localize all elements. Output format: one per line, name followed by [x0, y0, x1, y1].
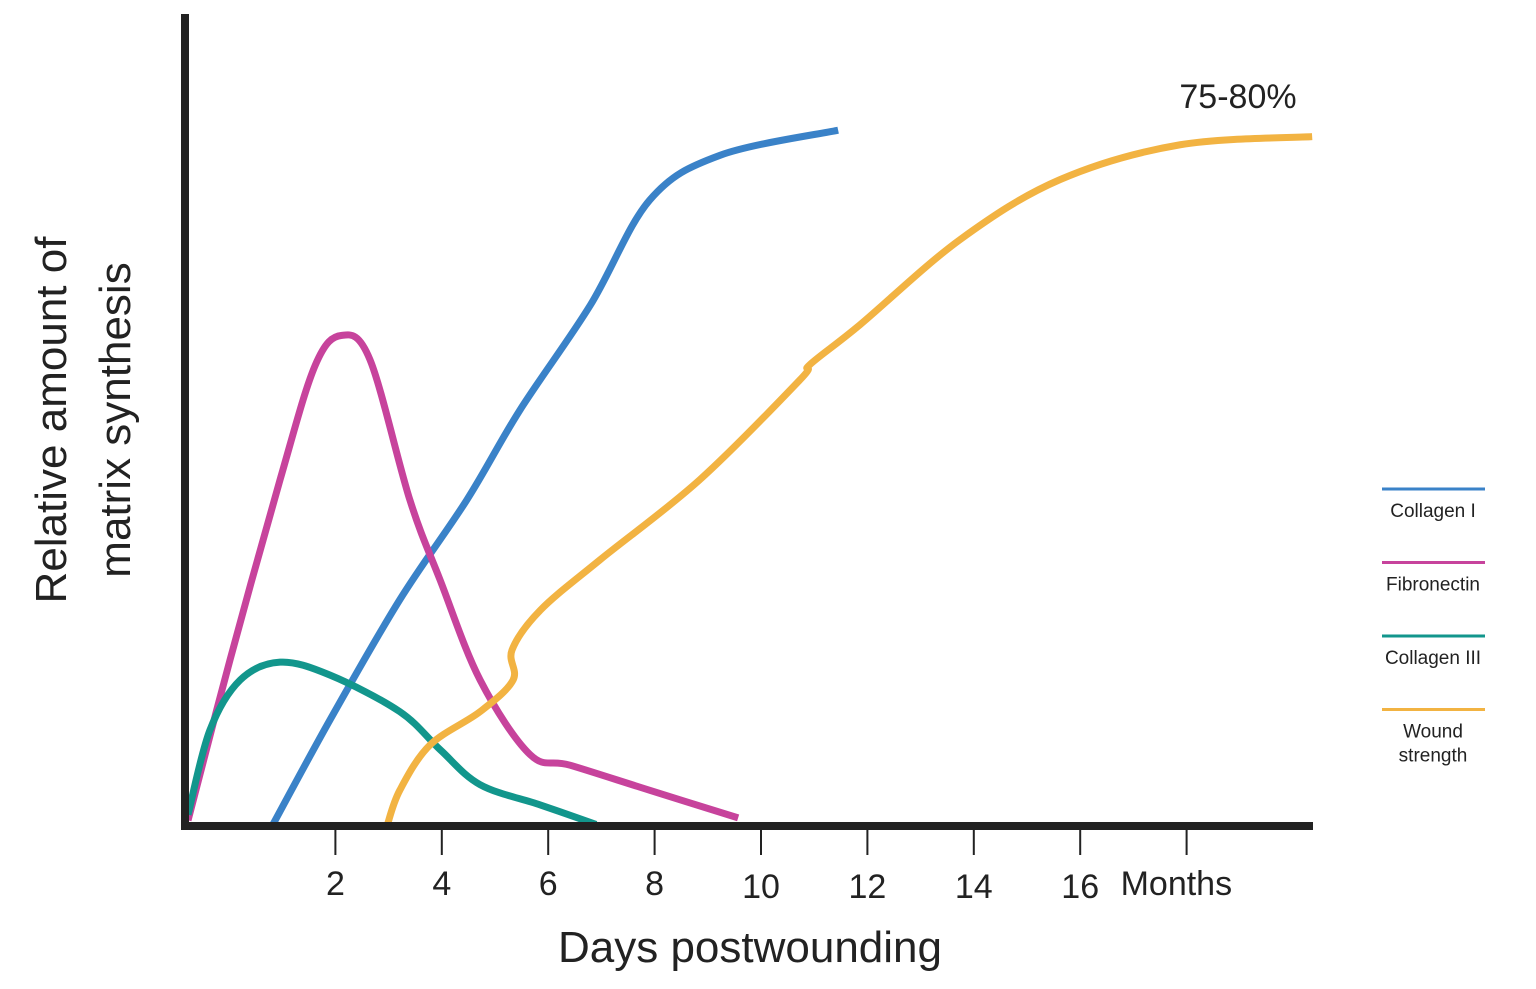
legend-label: Fibronectin	[1386, 575, 1480, 596]
x-tick-label-8: 8	[645, 865, 664, 903]
legend-item-collagen-i: Collagen I	[1382, 487, 1485, 522]
legend-item-fibronectin: Fibronectin	[1382, 561, 1485, 596]
x-tick-label-12: 12	[848, 868, 886, 906]
x-tick-label-16: 16	[1061, 868, 1099, 906]
series-layer	[184, 126, 1313, 828]
y-axis-title-line-2: matrix synthesis	[91, 262, 140, 577]
series-collagen-iii	[184, 658, 598, 828]
x-tick-label-2: 2	[326, 865, 345, 903]
legend-label: strength	[1399, 746, 1468, 767]
x-tick-label-10: 10	[742, 868, 780, 906]
x-tick-label-4: 4	[432, 865, 451, 903]
series-collagen-i	[269, 126, 839, 828]
x-tick-label-6: 6	[539, 865, 558, 903]
x-axis-title: Days postwounding	[558, 923, 942, 972]
tick-layer: 2 4 6 8 10 12 14 16 Months	[326, 830, 1232, 906]
legend: Collagen I Fibronectin Collagen III Wound st…	[1382, 487, 1485, 767]
y-axis-title-line-1: Relative amount of	[27, 236, 76, 604]
legend-label: Collagen I	[1390, 501, 1476, 522]
series-wound-strength	[383, 133, 1313, 828]
legend-label: Wound	[1403, 722, 1463, 743]
legend-item-collagen-iii: Collagen III	[1382, 634, 1485, 669]
legend-label: Collagen III	[1385, 648, 1481, 669]
x-tick-label-14: 14	[955, 868, 993, 906]
annotation-75-80: 75-80%	[1179, 78, 1296, 116]
series-fibronectin	[184, 331, 740, 822]
legend-item-wound-strength: Wound strength	[1382, 708, 1485, 767]
x-tick-label-months: Months	[1121, 865, 1233, 903]
